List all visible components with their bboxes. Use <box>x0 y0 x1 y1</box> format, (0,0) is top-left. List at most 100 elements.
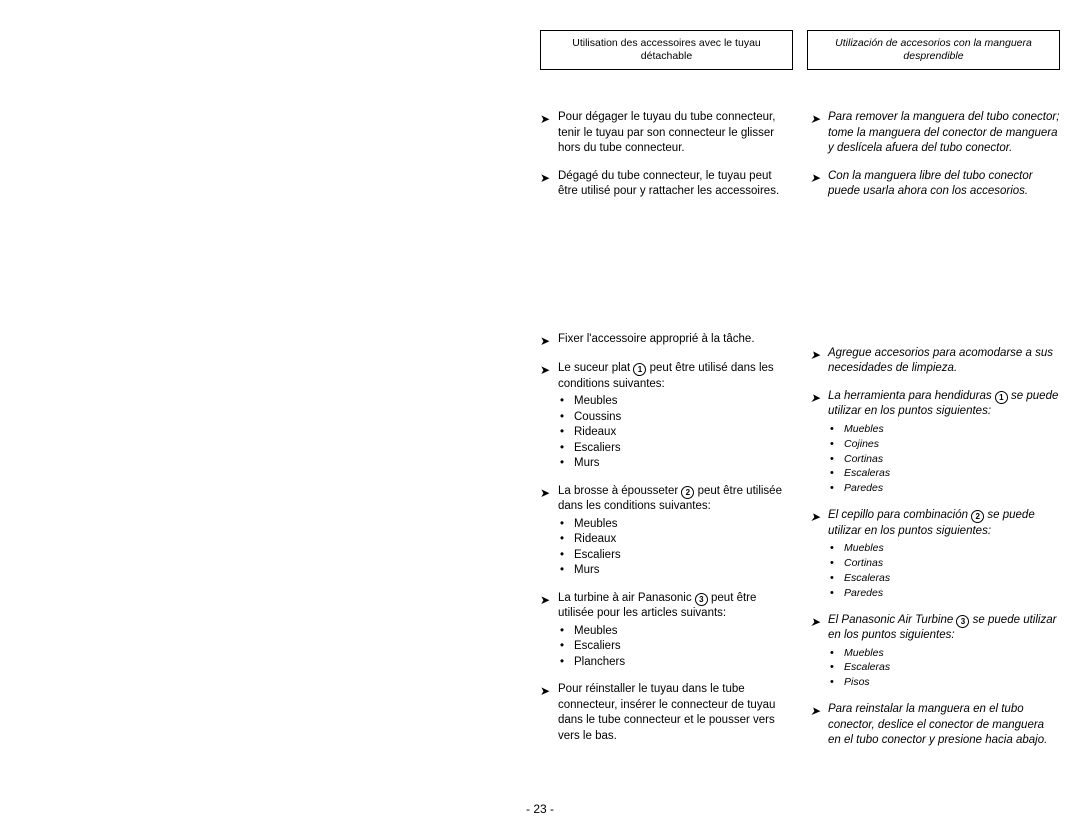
list-item: •Escaleras <box>828 466 1060 481</box>
text: Coussins <box>574 410 790 426</box>
es-item-7: ➤ Para reinstalar la manguera en el tubo… <box>810 702 1060 749</box>
bullet-icon: • <box>828 541 844 556</box>
list-item: •Cortinas <box>828 556 1060 571</box>
arrow-icon: ➤ <box>540 361 558 472</box>
text: Pour dégager le tuyau du tube connecteur… <box>558 110 790 157</box>
bullet-icon: • <box>558 456 574 472</box>
bullet-icon: • <box>828 675 844 690</box>
text: Meubles <box>574 624 790 640</box>
arrow-icon: ➤ <box>540 169 558 200</box>
list-item: •Rideaux <box>558 532 790 548</box>
text: El cepillo para combinación 2 se puede u… <box>828 508 1060 600</box>
text: Cojines <box>844 437 1060 452</box>
arrow-icon: ➤ <box>810 702 828 749</box>
bullet-icon: • <box>828 466 844 481</box>
arrow-icon: ➤ <box>810 389 828 496</box>
sublist: •Muebles •Escaleras •Pisos <box>828 646 1060 691</box>
list-item: •Escaliers <box>558 548 790 564</box>
text: Escaleras <box>844 571 1060 586</box>
columns: ➤ Pour dégager le tuyau du tube connecte… <box>540 110 1060 760</box>
list-item: •Escaliers <box>558 639 790 655</box>
text: Muebles <box>844 646 1060 661</box>
es-item-3: ➤ Agregue accesorios para acomodarse a s… <box>810 346 1060 377</box>
list-item: •Pisos <box>828 675 1060 690</box>
text: Escaliers <box>574 548 790 564</box>
text-pre: La brosse à épousseter <box>558 485 681 497</box>
text: Muebles <box>844 422 1060 437</box>
bullet-icon: • <box>558 425 574 441</box>
bullet-icon: • <box>558 532 574 548</box>
list-item: •Meubles <box>558 624 790 640</box>
fr-item-5: ➤ La brosse à épousseter 2 peut être uti… <box>540 484 790 579</box>
sublist: •Muebles •Cortinas •Escaleras •Paredes <box>828 541 1060 600</box>
bullet-icon: • <box>558 655 574 671</box>
arrow-icon: ➤ <box>810 110 828 157</box>
fr-item-1: ➤ Pour dégager le tuyau du tube connecte… <box>540 110 790 157</box>
bullet-icon: • <box>828 437 844 452</box>
list-item: •Meubles <box>558 394 790 410</box>
text: El Panasonic Air Turbine 3 se puede util… <box>828 613 1060 691</box>
text: Le suceur plat 1 peut être utilisé dans … <box>558 361 790 472</box>
bullet-icon: • <box>558 563 574 579</box>
list-item: •Paredes <box>828 586 1060 601</box>
list-item: •Cojines <box>828 437 1060 452</box>
bullet-icon: • <box>558 394 574 410</box>
bullet-icon: • <box>828 556 844 571</box>
list-item: •Coussins <box>558 410 790 426</box>
text: Planchers <box>574 655 790 671</box>
fr-item-3: ➤ Fixer l'accessoire approprié à la tâch… <box>540 332 790 349</box>
text: Meubles <box>574 394 790 410</box>
text-pre: La herramienta para hendiduras <box>828 390 995 402</box>
bullet-icon: • <box>828 660 844 675</box>
text: Meubles <box>574 517 790 533</box>
spacer <box>540 212 790 332</box>
circled-3-icon: 3 <box>695 593 708 606</box>
bullet-icon: • <box>558 517 574 533</box>
text: Escaleras <box>844 466 1060 481</box>
sublist: •Muebles •Cojines •Cortinas •Escaleras •… <box>828 422 1060 496</box>
fr-item-6: ➤ La turbine à air Panasonic 3 peut être… <box>540 591 790 671</box>
circled-3-icon: 3 <box>956 615 969 628</box>
text: Pour réinstaller le tuyau dans le tube c… <box>558 682 790 744</box>
sublist: •Meubles •Coussins •Rideaux •Escaliers •… <box>558 394 790 472</box>
sublist: •Meubles •Rideaux •Escaliers •Murs <box>558 517 790 579</box>
page: Utilisation des accessoires avec le tuya… <box>0 0 1080 834</box>
list-item: •Planchers <box>558 655 790 671</box>
circled-1-icon: 1 <box>633 363 646 376</box>
es-item-6: ➤ El Panasonic Air Turbine 3 se puede ut… <box>810 613 1060 691</box>
arrow-icon: ➤ <box>540 484 558 579</box>
text: Fixer l'accessoire approprié à la tâche. <box>558 332 790 349</box>
text: Murs <box>574 456 790 472</box>
fr-item-2: ➤ Dégagé du tube connecteur, le tuyau pe… <box>540 169 790 200</box>
header-box-fr: Utilisation des accessoires avec le tuya… <box>540 30 793 70</box>
list-item: •Rideaux <box>558 425 790 441</box>
bullet-icon: • <box>558 639 574 655</box>
es-item-5: ➤ El cepillo para combinación 2 se puede… <box>810 508 1060 600</box>
list-item: •Meubles <box>558 517 790 533</box>
text: Rideaux <box>574 425 790 441</box>
list-item: •Murs <box>558 563 790 579</box>
text: Cortinas <box>844 556 1060 571</box>
text: La brosse à épousseter 2 peut être utili… <box>558 484 790 579</box>
arrow-icon: ➤ <box>810 613 828 691</box>
text: Escaleras <box>844 660 1060 675</box>
header-boxes: Utilisation des accessoires avec le tuya… <box>540 30 1060 70</box>
text: Para reinstalar la manguera en el tubo c… <box>828 702 1060 749</box>
bullet-icon: • <box>558 410 574 426</box>
text: Cortinas <box>844 452 1060 467</box>
bullet-icon: • <box>828 481 844 496</box>
list-item: •Muebles <box>828 422 1060 437</box>
text: Dégagé du tube connecteur, le tuyau peut… <box>558 169 790 200</box>
text: La herramienta para hendiduras 1 se pued… <box>828 389 1060 496</box>
text: Murs <box>574 563 790 579</box>
text-pre: El Panasonic Air Turbine <box>828 614 956 626</box>
text: Muebles <box>844 541 1060 556</box>
bullet-icon: • <box>828 571 844 586</box>
list-item: •Escaleras <box>828 660 1060 675</box>
bullet-icon: • <box>828 646 844 661</box>
content-area: Utilisation des accessoires avec le tuya… <box>540 30 1060 761</box>
text: Paredes <box>844 586 1060 601</box>
list-item: •Murs <box>558 456 790 472</box>
circled-2-icon: 2 <box>971 510 984 523</box>
bullet-icon: • <box>558 548 574 564</box>
